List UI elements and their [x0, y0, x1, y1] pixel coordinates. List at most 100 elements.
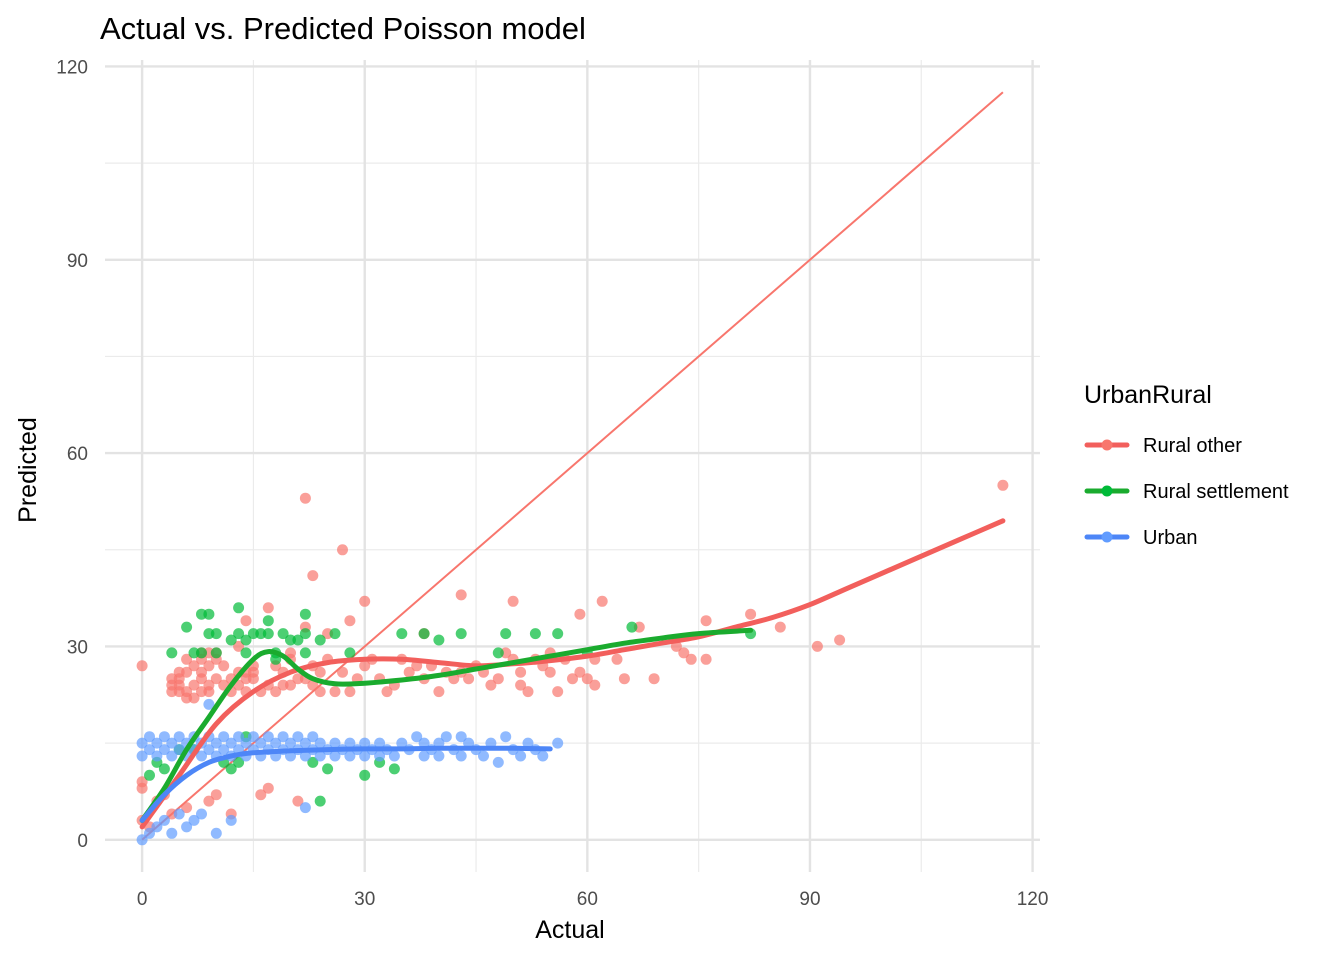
data-point [158, 731, 170, 743]
data-point [307, 570, 319, 582]
data-point [685, 653, 697, 665]
data-point [262, 602, 274, 614]
data-point [203, 698, 215, 710]
data-point [181, 821, 193, 833]
smooth-curves-layer [139, 518, 1006, 830]
x-tick-label: 30 [354, 889, 375, 910]
legend-title: UrbanRural [1084, 381, 1212, 409]
data-point [811, 640, 823, 652]
data-point [218, 660, 230, 672]
data-point [307, 679, 319, 691]
data-point [478, 750, 489, 762]
data-point [151, 821, 163, 833]
data-point [374, 737, 386, 749]
data-point [166, 737, 178, 749]
data-point [158, 814, 170, 826]
data-point [299, 750, 311, 762]
data-point [403, 666, 415, 678]
data-point [196, 673, 207, 685]
data-point [381, 686, 393, 698]
data-point [589, 679, 601, 691]
data-point [218, 744, 230, 756]
data-point [196, 647, 207, 659]
data-point [144, 744, 155, 756]
data-point [240, 647, 252, 659]
data-point [262, 628, 274, 640]
data-point [233, 756, 245, 768]
legend-item-rural-settlement: Rural settlement [1084, 481, 1289, 503]
data-point [344, 686, 356, 698]
data-point [611, 653, 623, 665]
data-point [144, 827, 155, 839]
legend-label: Rural settlement [1143, 481, 1289, 503]
data-point [240, 737, 252, 749]
data-point [255, 789, 267, 801]
legend: UrbanRural Rural other Rural settlement Ur… [1084, 381, 1289, 549]
data-point [196, 808, 207, 820]
legend-item-urban: Urban [1084, 527, 1197, 549]
data-point [522, 737, 534, 749]
data-point [136, 737, 148, 749]
data-point [233, 731, 245, 743]
data-point [596, 595, 608, 607]
data-point [678, 647, 690, 659]
data-point [136, 750, 148, 762]
data-point [567, 673, 578, 685]
data-point [388, 750, 400, 762]
data-point [433, 634, 445, 646]
data-point [173, 744, 185, 756]
legend-label: Rural other [1143, 435, 1242, 457]
data-point [292, 731, 304, 743]
data-point [166, 750, 178, 762]
data-point [322, 763, 334, 775]
data-point [210, 673, 222, 685]
data-point [210, 789, 222, 801]
data-point [181, 666, 193, 678]
data-point [151, 750, 163, 762]
data-point [299, 737, 311, 749]
data-point [188, 814, 200, 826]
data-point [277, 731, 289, 743]
data-point [618, 673, 630, 685]
data-point [262, 615, 274, 627]
data-point [210, 647, 222, 659]
data-point [292, 795, 304, 807]
data-point [344, 647, 356, 659]
data-point [292, 634, 304, 646]
data-point [515, 666, 527, 678]
data-point [648, 673, 660, 685]
data-point [173, 731, 185, 743]
y-tick-label: 60 [67, 444, 88, 465]
data-point [329, 686, 341, 698]
data-point [166, 827, 178, 839]
data-point [507, 595, 519, 607]
data-point [270, 653, 282, 665]
data-point [388, 763, 400, 775]
legend-key-point [1101, 439, 1113, 451]
data-point [233, 640, 245, 652]
data-point [233, 602, 245, 614]
reference-line-layer [141, 91, 1004, 841]
data-point [359, 660, 371, 672]
data-point [285, 679, 296, 691]
data-point [574, 666, 586, 678]
data-point [247, 673, 259, 685]
data-point [181, 802, 193, 814]
data-point [166, 647, 178, 659]
grid [105, 60, 1040, 872]
data-point [337, 666, 348, 678]
data-point [433, 686, 445, 698]
data-point [144, 731, 155, 743]
data-point [418, 737, 430, 749]
data-point [210, 737, 222, 749]
y-tick-label: 90 [67, 251, 88, 272]
data-point [299, 647, 311, 659]
data-point [537, 750, 549, 762]
data-point [173, 808, 185, 820]
data-point [307, 756, 319, 768]
data-point [314, 634, 326, 646]
data-point [329, 750, 341, 762]
data-point [151, 737, 163, 749]
data-point [203, 744, 215, 756]
